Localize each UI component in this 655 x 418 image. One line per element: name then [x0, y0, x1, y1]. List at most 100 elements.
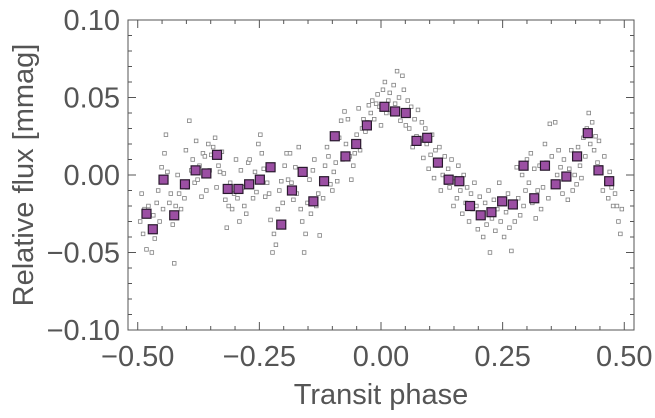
- binned-data-point: [222, 183, 233, 195]
- raw-data-point: [497, 180, 502, 185]
- raw-data-point: [401, 87, 407, 92]
- raw-data-point: [310, 168, 316, 173]
- raw-data-point: [324, 144, 330, 150]
- y-tick-label: −0.10: [47, 315, 120, 347]
- raw-data-point: [532, 166, 537, 171]
- raw-data-point: [535, 188, 540, 193]
- raw-data-point: [152, 236, 157, 241]
- raw-data-point: [396, 95, 402, 100]
- raw-data-point: [554, 172, 560, 178]
- raw-data-point: [449, 157, 454, 162]
- raw-data-point: [519, 172, 525, 178]
- binned-data-point: [518, 160, 529, 171]
- raw-data-point: [195, 177, 200, 182]
- raw-data-point: [175, 172, 180, 178]
- raw-data-point: [546, 196, 551, 201]
- raw-data-point: [491, 197, 497, 202]
- raw-data-point: [569, 147, 574, 153]
- raw-data-point: [317, 233, 322, 238]
- raw-data-point: [165, 169, 170, 175]
- binned-data-point: [432, 157, 444, 168]
- raw-data-point: [224, 225, 229, 230]
- binned-data-point: [539, 160, 551, 171]
- raw-data-point: [349, 177, 354, 182]
- binned-data-point: [318, 176, 330, 187]
- raw-data-point: [178, 206, 184, 212]
- raw-data-point: [261, 166, 266, 171]
- binned-data-point: [454, 176, 465, 187]
- raw-data-point: [262, 194, 268, 199]
- raw-data-point: [293, 165, 298, 170]
- binned-data-point: [244, 179, 255, 190]
- raw-data-point: [289, 180, 294, 185]
- raw-data-point: [419, 120, 425, 125]
- x-tick-label: 0.50: [596, 341, 652, 373]
- raw-data-point: [190, 157, 195, 162]
- raw-data-point: [303, 231, 308, 237]
- raw-data-point: [618, 231, 623, 237]
- raw-data-point: [312, 157, 317, 162]
- raw-data-point: [447, 185, 452, 190]
- binned-data-point: [351, 138, 362, 150]
- raw-data-point: [154, 200, 159, 206]
- raw-data-point: [373, 101, 379, 106]
- raw-data-point: [330, 188, 335, 193]
- raw-data-point: [216, 163, 221, 168]
- binned-data-point: [329, 131, 340, 142]
- raw-data-point: [528, 151, 534, 156]
- raw-data-point: [484, 222, 489, 227]
- raw-data-point: [458, 188, 463, 193]
- raw-data-point: [451, 203, 456, 209]
- raw-data-point: [523, 188, 528, 193]
- binned-data-point: [233, 183, 244, 195]
- raw-data-point: [588, 141, 593, 147]
- raw-data-point: [333, 160, 338, 165]
- binned-data-point: [361, 120, 372, 131]
- raw-data-point: [259, 151, 264, 156]
- binned-data-point: [400, 107, 411, 119]
- raw-data-point: [268, 217, 273, 223]
- binned-data-point: [486, 207, 497, 218]
- binned-data-point: [297, 166, 308, 177]
- binned-data-point: [443, 174, 454, 185]
- raw-data-point: [460, 211, 465, 216]
- binned-data-point: [497, 196, 508, 207]
- raw-data-point: [405, 98, 410, 103]
- raw-data-point: [250, 196, 256, 201]
- binned-data-point: [571, 151, 583, 162]
- raw-data-point: [342, 109, 347, 114]
- raw-data-point: [503, 209, 509, 215]
- raw-data-point: [558, 165, 563, 170]
- raw-data-point: [366, 103, 372, 108]
- raw-data-point: [400, 73, 405, 78]
- raw-data-point: [575, 144, 581, 150]
- raw-data-point: [426, 166, 431, 171]
- raw-data-point: [433, 147, 438, 153]
- raw-data-point: [391, 82, 396, 88]
- raw-data-point: [280, 200, 285, 206]
- binned-data-point: [507, 199, 518, 210]
- raw-data-point: [583, 154, 588, 159]
- raw-data-point: [271, 231, 277, 237]
- raw-data-point: [162, 151, 167, 156]
- raw-data-point: [244, 211, 249, 216]
- raw-data-point: [235, 196, 240, 201]
- raw-data-point: [561, 157, 567, 162]
- raw-data-point: [279, 178, 284, 184]
- raw-data-point: [299, 219, 305, 224]
- binned-data-point: [147, 224, 158, 235]
- binned-data-point: [464, 200, 476, 212]
- raw-data-point: [183, 147, 189, 153]
- x-tick-label: −0.50: [101, 341, 174, 373]
- raw-data-point: [442, 154, 447, 159]
- raw-data-point: [163, 132, 169, 137]
- raw-data-point: [577, 163, 583, 168]
- binned-data-point: [308, 196, 319, 207]
- raw-data-point: [202, 154, 208, 159]
- binned-data-point: [422, 132, 433, 143]
- binned-data-point: [475, 210, 486, 221]
- raw-data-point: [282, 163, 287, 168]
- binned-data-point: [561, 171, 572, 182]
- y-tick-label: 0.00: [64, 160, 120, 192]
